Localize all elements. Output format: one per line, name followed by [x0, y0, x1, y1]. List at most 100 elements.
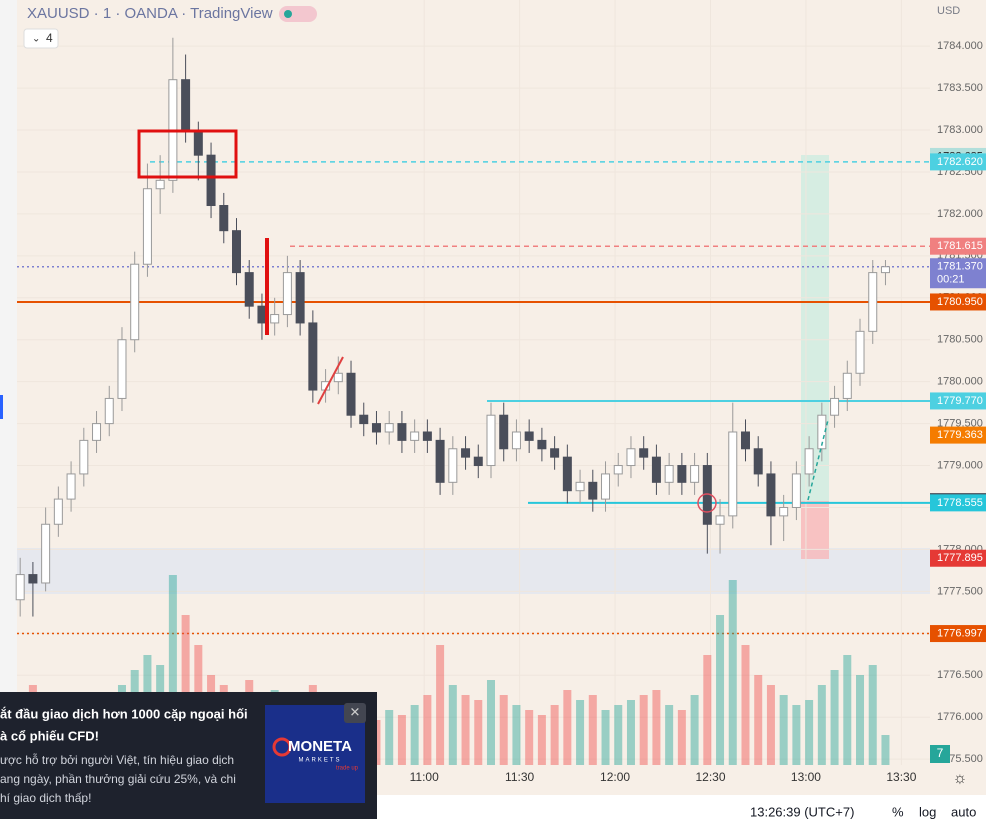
chevron: ⌄	[32, 34, 40, 45]
price-badge-label: 1781.615	[937, 240, 983, 252]
candle-body	[232, 230, 242, 274]
price-badges: 1782.6851782.6201781.6151781.37000:21178…	[930, 147, 986, 643]
candle-body	[766, 473, 776, 517]
log-toggle[interactable]: log	[919, 804, 936, 819]
clock: 13:26:39 (UTC+7)	[750, 804, 854, 819]
volume-bar	[550, 705, 559, 765]
candle-body	[804, 448, 814, 475]
promo-text: ang ngày, phần thưởng giải cứu 25%, và c…	[0, 772, 236, 786]
volume-bar	[690, 695, 699, 765]
price-badge	[930, 392, 986, 410]
candle-body	[448, 448, 458, 483]
y-tick-label: 1779.500	[937, 418, 983, 430]
candle-body	[575, 481, 585, 492]
x-tick-label: 13:00	[791, 770, 821, 784]
price-badge-label: 1781.370	[937, 261, 983, 273]
left-indicator	[0, 395, 3, 419]
settings[interactable]: ☼	[953, 770, 968, 787]
candle-body	[15, 574, 25, 601]
x-tick-label: 11:00	[410, 770, 439, 784]
y-tick-label: 1780.000	[937, 376, 983, 388]
candle-body	[193, 129, 203, 156]
y-tick-label: 1780.500	[937, 334, 983, 346]
candle-body	[537, 439, 547, 450]
volume-bar	[817, 685, 826, 765]
candle-body	[270, 314, 280, 324]
candle-body	[677, 465, 687, 483]
price-badge-label: 1779.770	[937, 395, 983, 407]
candle-body	[244, 272, 254, 307]
volume-bar	[474, 700, 483, 765]
candle-body	[346, 372, 356, 416]
price-badge	[930, 258, 986, 289]
candle-body	[28, 574, 38, 584]
price-badge	[930, 153, 986, 171]
y-tick-label: 1782.000	[937, 208, 983, 220]
candle-body	[524, 431, 534, 441]
close-button[interactable]	[344, 703, 366, 723]
candle-body	[397, 423, 407, 441]
tagline: trade up	[336, 766, 359, 772]
candle-body	[308, 322, 318, 391]
candle-body	[142, 188, 152, 265]
candle-body	[817, 414, 827, 450]
annotation-box	[137, 129, 238, 179]
support-zone	[17, 548, 930, 594]
status-dot	[284, 10, 292, 18]
price-badge-label: 1782.620	[937, 156, 983, 168]
auto-toggle[interactable]: auto	[951, 804, 976, 819]
candle-body	[66, 473, 76, 500]
volume-bar	[423, 695, 432, 765]
brand: MONETA	[288, 738, 352, 755]
volume-bar	[792, 705, 801, 765]
volume-bar	[168, 575, 177, 765]
badge-bg	[930, 745, 950, 763]
candle-body	[117, 339, 127, 399]
price-badge-label: 1778.555	[937, 497, 983, 509]
price-badge	[930, 426, 986, 444]
indicator-toggle[interactable]	[23, 28, 59, 49]
volume-bar	[779, 695, 788, 765]
y-tick-label: 1776.000	[937, 711, 983, 723]
candle-body	[41, 523, 51, 584]
countdown: 00:21	[937, 274, 965, 286]
long-stop-zone	[801, 501, 829, 559]
volume-bar	[881, 735, 890, 765]
candle-body	[155, 179, 165, 190]
volume-bar	[512, 705, 521, 765]
volume-bar	[181, 615, 190, 765]
candle-body	[868, 272, 878, 332]
price-badge-label: 1779.363	[937, 429, 983, 441]
volume-bar	[486, 680, 495, 765]
candle-body	[295, 272, 305, 324]
candle-body	[651, 456, 661, 483]
candle-body	[359, 414, 369, 425]
x-tick-label: 11:30	[505, 770, 534, 784]
price-badge	[930, 549, 986, 567]
symbol-title: XAUUSD · 1 · OANDA · TradingView	[27, 5, 273, 22]
annotation-trend	[317, 356, 344, 405]
y-tick-label: 1781.500	[937, 250, 983, 262]
y-tick-label: 1783.000	[937, 124, 983, 136]
candle-body	[92, 423, 102, 441]
indicator-count: 4	[46, 31, 53, 45]
currency[interactable]: USD	[937, 5, 960, 17]
volume-bar	[830, 670, 839, 765]
volume-bar	[716, 615, 725, 765]
candle-body	[550, 448, 560, 458]
x-tick-label: 12:30	[695, 770, 725, 784]
volume-bar	[766, 685, 775, 765]
y-tick-label: 1776.500	[937, 669, 983, 681]
badge: 7	[937, 746, 944, 760]
candle-body	[753, 448, 763, 475]
percent-toggle[interactable]: %	[892, 804, 904, 819]
candle-body	[384, 423, 394, 433]
status-pill[interactable]	[279, 6, 317, 22]
candle-body	[473, 456, 483, 467]
close-icon: ✕	[350, 704, 361, 719]
price-badge-label: 1777.895	[937, 552, 983, 564]
volume-bar	[868, 665, 877, 765]
candle-body	[664, 465, 674, 483]
candle-body	[830, 397, 840, 416]
